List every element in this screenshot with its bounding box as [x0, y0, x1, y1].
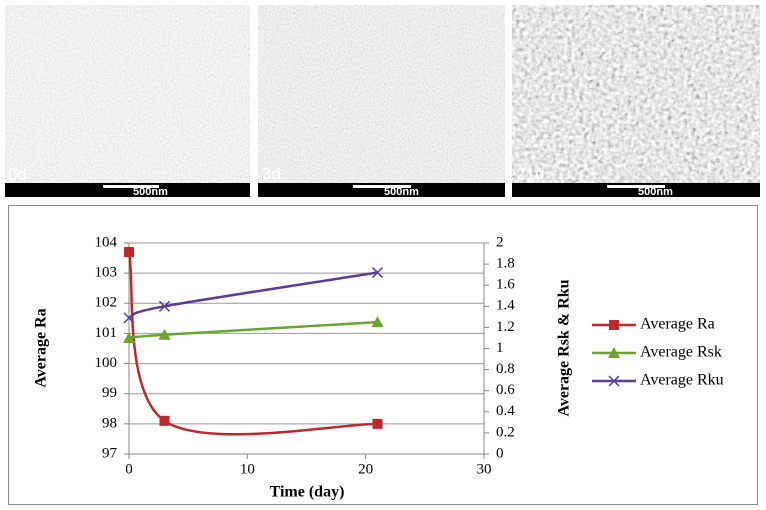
- legend-label: Average Ra: [640, 316, 715, 333]
- y-tick-label: 104: [95, 234, 118, 250]
- sem-panel: 3d 500nm: [258, 5, 505, 198]
- marker: [608, 375, 620, 387]
- sem-image: [258, 5, 505, 197]
- y-tick-label: 99: [102, 385, 117, 401]
- scale-bar: [103, 185, 159, 188]
- info-bar: [258, 183, 505, 197]
- y2-tick-label: 0.2: [496, 424, 515, 440]
- y2-axis-label: Average Rsk & Rku: [556, 279, 573, 416]
- panel-label: 0d: [8, 164, 27, 183]
- y-tick-label: 98: [102, 415, 117, 431]
- marker: [159, 415, 170, 426]
- scale-label: 500nm: [133, 186, 168, 198]
- legend-label: Average Rsk: [640, 344, 722, 361]
- y2-tick-label: 0.8: [496, 361, 515, 377]
- y-tick-label: 97: [102, 445, 118, 461]
- y2-tick-label: 0: [496, 445, 504, 461]
- x-tick-label: 20: [358, 461, 373, 477]
- marker: [158, 300, 171, 312]
- marker: [371, 316, 384, 328]
- marker: [123, 331, 135, 343]
- scale-bar: [353, 185, 411, 188]
- y2-tick-label: 0.4: [496, 403, 515, 419]
- x-tick-label: 30: [477, 461, 492, 477]
- y-tick-label: 100: [95, 355, 118, 371]
- y2-tick-label: 1.4: [496, 298, 515, 314]
- info-bar: [5, 183, 250, 197]
- marker: [372, 418, 383, 429]
- y2-tick-label: 1.8: [496, 256, 515, 272]
- marker: [123, 312, 135, 324]
- y2-tick-label: 0.6: [496, 382, 515, 398]
- series-line: [128, 320, 378, 340]
- y-tick-label: 102: [95, 295, 118, 311]
- x-axis-label: Time (day): [270, 484, 345, 501]
- sem-image: [512, 5, 760, 197]
- scale-label: 500nm: [384, 186, 419, 198]
- y2-tick-label: 1: [496, 340, 504, 356]
- y2-tick-label: 2: [496, 234, 504, 250]
- marker: [609, 320, 619, 330]
- marker: [608, 347, 620, 358]
- y2-tick-label: 1.2: [496, 319, 515, 335]
- marker: [371, 267, 384, 279]
- y2-tick-label: 1.6: [496, 277, 515, 293]
- marker: [124, 247, 134, 258]
- sem-image: [5, 5, 250, 197]
- y-tick-label: 101: [95, 325, 118, 341]
- legend-label: Average Rku: [640, 372, 724, 389]
- marker: [158, 328, 171, 340]
- scale-label: 500nm: [638, 186, 673, 198]
- sem-panel: 0d 500nm: [5, 5, 250, 198]
- sem-panel: 21d 500nm: [512, 5, 760, 198]
- y-tick-label: 103: [95, 265, 118, 281]
- panel-label: 21d: [516, 164, 544, 183]
- y-axis-label: Average Ra: [33, 308, 50, 387]
- info-bar: [512, 183, 760, 197]
- panel-label: 3d: [262, 164, 281, 183]
- scale-bar: [607, 185, 665, 188]
- x-tick-label: 10: [240, 461, 255, 477]
- x-tick-label: 0: [125, 461, 133, 477]
